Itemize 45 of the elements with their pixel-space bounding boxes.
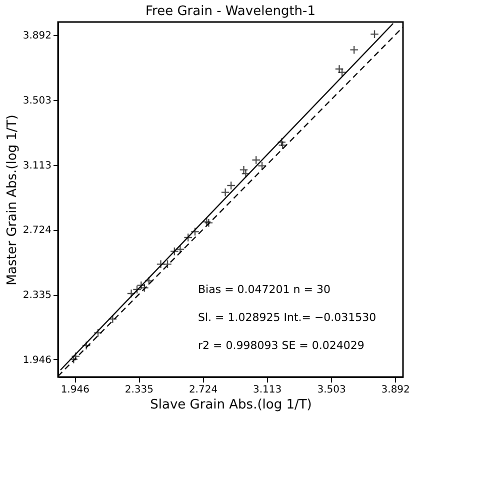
x-tick-label: 1.946 <box>60 384 90 396</box>
y-tick-label: 3.892 <box>22 30 52 42</box>
x-axis-title: Slave Grain Abs.(log 1/T) <box>150 398 312 412</box>
y-tick-label: 3.113 <box>22 160 52 172</box>
point <box>226 181 236 190</box>
y-tick-label: 2.335 <box>22 290 52 301</box>
point <box>350 45 359 54</box>
y-tick-label: 3.503 <box>22 95 52 106</box>
point <box>126 289 136 298</box>
point <box>220 188 230 197</box>
point <box>136 280 146 290</box>
point <box>338 68 347 77</box>
x-tick-label: 3.892 <box>381 384 410 396</box>
x-tick-label: 3.503 <box>317 384 346 396</box>
x-tick-label: 2.335 <box>124 384 154 396</box>
point <box>239 165 248 174</box>
point <box>176 244 185 254</box>
point <box>132 285 142 294</box>
point <box>156 260 166 269</box>
x-tick-label: 3.113 <box>252 384 282 396</box>
point <box>190 227 200 236</box>
point <box>202 217 212 226</box>
point <box>184 233 193 242</box>
point <box>163 260 172 269</box>
point <box>334 64 344 74</box>
point <box>71 352 80 361</box>
annotation: r2 = 0.998093 SE = 0.024029 <box>198 339 364 352</box>
annotation: Sl. = 1.028925 Int.= −0.031530 <box>198 311 376 324</box>
y-tick-label: 2.724 <box>22 225 52 236</box>
point <box>277 138 286 147</box>
y-axis-title: Master Grain Abs.(log 1/T) <box>4 114 20 286</box>
point <box>108 314 118 324</box>
point <box>370 30 379 39</box>
y-tick-label: 1.946 <box>22 354 52 366</box>
x-tick-label: 2.724 <box>188 384 218 396</box>
point <box>82 341 91 350</box>
point <box>140 283 149 292</box>
point <box>94 328 102 338</box>
annotation: Bias = 0.047201 n = 30 <box>198 283 330 296</box>
point <box>170 246 179 256</box>
point <box>204 218 214 228</box>
point <box>241 169 250 178</box>
point <box>69 354 78 364</box>
point <box>144 276 154 286</box>
chart-title: Free Grain - Wavelength-1 <box>146 4 316 19</box>
